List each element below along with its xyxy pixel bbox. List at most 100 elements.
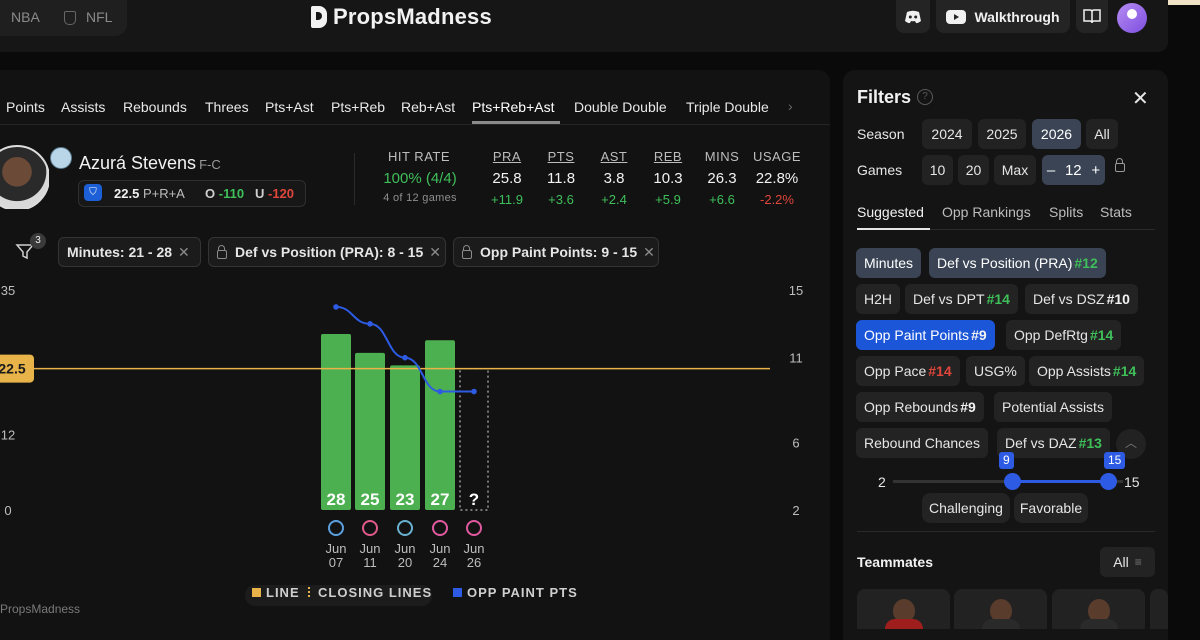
legend-closing-lines: CLOSING LINES xyxy=(308,585,432,600)
teammate-card[interactable] xyxy=(954,589,1047,629)
chevron-right-icon[interactable]: › xyxy=(788,98,793,114)
filter-opp-pace[interactable]: Opp Pace #14 xyxy=(856,356,960,386)
tab-double-double[interactable]: Double Double xyxy=(574,99,667,115)
logo-icon xyxy=(311,6,327,28)
stat-pra-value: 25.8 xyxy=(492,170,522,187)
brand-logo[interactable]: PropsMadness xyxy=(311,4,492,30)
teammates-filter-dropdown[interactable]: All ≡ xyxy=(1100,547,1155,577)
tab-pts-reb-ast[interactable]: Pts+Reb+Ast xyxy=(472,99,555,115)
filter-chip-minutes[interactable]: Minutes: 21 - 28 ✕ xyxy=(58,237,201,267)
decrement-button[interactable]: – xyxy=(1046,161,1056,179)
filter-h2h[interactable]: H2H xyxy=(856,284,901,314)
filter-count-badge: 3 xyxy=(30,233,46,249)
walkthrough-label: Walkthrough xyxy=(974,8,1060,25)
close-icon[interactable]: ✕ xyxy=(178,243,190,260)
close-icon[interactable]: ✕ xyxy=(1132,88,1149,110)
teammate-card[interactable] xyxy=(1150,589,1168,629)
option-favorable[interactable]: Favorable xyxy=(1014,493,1088,523)
legend-line: LINE xyxy=(252,585,300,600)
filter-chip-def-vs-position[interactable]: Def vs Position (PRA): 8 - 15 ✕ xyxy=(208,237,446,267)
legend-line-swatch xyxy=(252,588,261,597)
opp-paint-point xyxy=(367,321,373,327)
sport-nfl[interactable]: NFL xyxy=(86,9,113,25)
increment-button[interactable]: + xyxy=(1091,161,1101,179)
filter-label: USG% xyxy=(974,363,1017,379)
filter-rank: #14 xyxy=(1089,327,1114,343)
tab-reb-ast[interactable]: Reb+Ast xyxy=(401,99,456,115)
filter-label: Def vs DPT xyxy=(913,291,985,307)
teammate-card[interactable] xyxy=(1052,589,1145,629)
stat-pts-delta: +3.6 xyxy=(548,192,574,207)
discord-button[interactable] xyxy=(896,0,930,33)
filter-chip-opp-paint-points[interactable]: Opp Paint Points: 9 - 15 ✕ xyxy=(453,237,659,267)
filter-def-vs-dpt[interactable]: Def vs DPT #14 xyxy=(905,284,1018,314)
season-2024[interactable]: 2024 xyxy=(922,119,972,149)
over-label: O xyxy=(205,186,216,201)
subtab-stats[interactable]: Stats xyxy=(1100,204,1132,220)
tab-assists[interactable]: Assists xyxy=(61,99,106,115)
discord-icon xyxy=(905,10,921,23)
close-icon[interactable]: ✕ xyxy=(429,243,441,260)
season-all[interactable]: All xyxy=(1086,119,1118,149)
tab-rebounds[interactable]: Rebounds xyxy=(123,99,187,115)
tab-triple-double[interactable]: Triple Double xyxy=(686,99,769,115)
user-avatar[interactable] xyxy=(1117,3,1147,33)
filter-opp-defrtg[interactable]: Opp DefRtg #14 xyxy=(1006,320,1122,350)
y-tick-left: 35 xyxy=(1,283,15,298)
tab-pts-reb[interactable]: Pts+Reb xyxy=(331,99,386,115)
prop-line: 22.5 P+R+A xyxy=(114,186,185,201)
close-icon[interactable]: ✕ xyxy=(643,243,655,260)
docs-button[interactable] xyxy=(1076,0,1108,33)
subtab-splits[interactable]: Splits xyxy=(1049,204,1084,220)
subtab-suggested[interactable]: Suggested xyxy=(857,204,924,220)
season-2026[interactable]: 2026 xyxy=(1032,119,1081,149)
filter-usg[interactable]: USG% xyxy=(966,356,1025,386)
sport-nba[interactable]: NBA xyxy=(11,9,40,25)
games-20[interactable]: 20 xyxy=(958,155,989,185)
stat-reb-value: 10.3 xyxy=(653,170,683,187)
opponent-logo-icon xyxy=(328,520,344,536)
filter-opp-rebounds[interactable]: Opp Rebounds #9 xyxy=(856,392,984,422)
option-challenging[interactable]: Challenging xyxy=(922,493,1010,523)
slider-handle-low[interactable] xyxy=(1004,473,1021,490)
betting-line-pill xyxy=(78,180,306,207)
game-date-day: 24 xyxy=(433,555,447,570)
filter-rebound-chances[interactable]: Rebound Chances xyxy=(856,428,988,458)
over-odds: O -110 xyxy=(205,186,244,201)
filter-minutes[interactable]: Minutes xyxy=(856,248,922,278)
filter-potential-assists[interactable]: Potential Assists xyxy=(994,392,1112,422)
games-max[interactable]: Max xyxy=(994,155,1036,185)
tab-pts-ast[interactable]: Pts+Ast xyxy=(265,99,314,115)
tab-points[interactable]: Points xyxy=(6,99,45,115)
tab-threes[interactable]: Threes xyxy=(205,99,249,115)
game-date-day: 20 xyxy=(398,555,412,570)
lock-icon[interactable] xyxy=(1115,158,1125,172)
filter-rank: #14 xyxy=(928,363,952,379)
filter-rank: #13 xyxy=(1078,435,1102,451)
filter-rank: #9 xyxy=(960,399,976,415)
teammate-card[interactable] xyxy=(857,589,950,629)
filter-def-vs-daz[interactable]: Def vs DAZ #13 xyxy=(997,428,1110,458)
filter-label: Minutes xyxy=(864,255,914,271)
filter-opp-assists[interactable]: Opp Assists #14 xyxy=(1029,356,1145,386)
filter-def-vs-dsz[interactable]: Def vs DSZ #10 xyxy=(1025,284,1138,314)
slider-handle-high[interactable] xyxy=(1100,473,1117,490)
subtab-opp-rankings[interactable]: Opp Rankings xyxy=(942,204,1031,220)
sportsbook-icon: ⛉ xyxy=(84,184,102,201)
opp-paint-point xyxy=(437,388,443,395)
bar-value-label: ? xyxy=(469,490,479,509)
slider-min-label: 2 xyxy=(878,474,886,490)
filter-opp-paint-points[interactable]: Opp Paint Points #9 xyxy=(856,320,995,350)
bar xyxy=(390,365,420,510)
season-2025[interactable]: 2025 xyxy=(978,119,1026,149)
legend-opp-paint: OPP PAINT PTS xyxy=(453,585,578,600)
prop-tabs: Points Assists Rebounds Threes Pts+Ast P… xyxy=(0,70,830,125)
opponent-logo-icon xyxy=(397,520,413,536)
walkthrough-button[interactable]: Walkthrough xyxy=(936,0,1070,33)
filter-def-vs-position[interactable]: Def vs Position (PRA) #12 xyxy=(929,248,1106,278)
chevron-up-icon[interactable]: ︿ xyxy=(1116,429,1146,459)
help-icon[interactable]: ? xyxy=(917,89,933,105)
games-10[interactable]: 10 xyxy=(922,155,953,185)
sport-switcher: NBA NFL xyxy=(0,0,127,36)
opp-paint-point xyxy=(471,388,477,395)
